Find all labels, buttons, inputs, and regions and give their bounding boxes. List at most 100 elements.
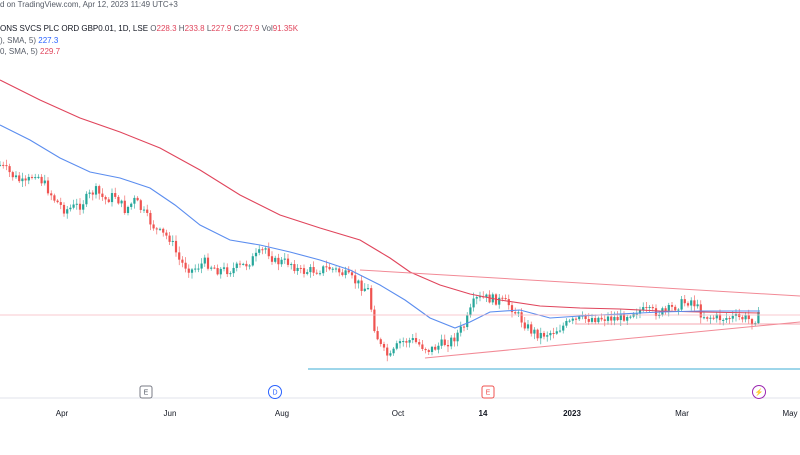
x-tick-label-5: 2023: [563, 409, 581, 418]
event-marker-0[interactable]: E: [139, 385, 153, 399]
candle-body-146: [466, 315, 469, 328]
candle-body-48: [152, 224, 155, 229]
candle-body-30: [94, 186, 98, 195]
candle-body-126: [402, 341, 405, 343]
candle-body-47: [149, 212, 152, 225]
x-tick-label-1: Jun: [164, 409, 177, 418]
sma-fast-label: ), SMA, 5): [0, 36, 37, 45]
candle-body-121: [386, 347, 389, 356]
candle-body-184: [587, 319, 590, 322]
candle-body-197: [629, 316, 632, 318]
candle-body-228: [728, 318, 731, 320]
candle-body-64: [203, 257, 206, 264]
event-marker-2[interactable]: E: [481, 385, 495, 399]
close-value: 227.9: [239, 24, 260, 33]
x-tick-label-6: Mar: [675, 409, 689, 418]
candle-body-109: [347, 270, 350, 273]
candle-body-113: [360, 280, 363, 291]
candle-body-85: [270, 256, 274, 262]
candle-body-208: [664, 308, 667, 311]
candle-body-45: [142, 209, 146, 211]
event-marker-3[interactable]: ⚡: [752, 385, 766, 399]
candle-body-200: [638, 310, 642, 314]
candle-body-226: [722, 319, 725, 321]
candle-body-128: [408, 340, 411, 343]
candle-body-160: [510, 305, 514, 313]
candle-body-72: [229, 273, 232, 275]
candle-body-227: [725, 318, 728, 320]
candle-body-120: [382, 344, 386, 348]
candle-body-106: [338, 268, 341, 273]
candle-body-89: [283, 258, 286, 260]
candle-body-25: [78, 203, 82, 210]
candle-body-68: [216, 268, 219, 275]
indicator-row-1: ), SMA, 5) 227.3: [0, 36, 58, 45]
candle-body-69: [219, 268, 222, 275]
candle-body-23: [72, 204, 75, 208]
event-marker-label-3: ⚡: [755, 388, 764, 397]
candle-body-229: [731, 315, 734, 319]
candle-body-40: [126, 206, 130, 214]
close-label: C: [233, 24, 240, 33]
event-marker-shape-1: [268, 385, 282, 399]
candle-body-231: [738, 313, 741, 318]
candle-body-119: [379, 339, 382, 345]
open-label: O: [150, 24, 157, 33]
candle-body-54: [171, 240, 174, 242]
candle-body-217: [693, 300, 696, 307]
ohlc-row: d on TradingView.com, Apr 12, 2023 11:49…: [0, 1, 178, 10]
candle-body-16: [50, 193, 53, 196]
support-trendline: [424, 321, 800, 359]
candle-body-15: [46, 180, 50, 194]
candle-body-123: [392, 348, 395, 354]
candle-body-135: [430, 346, 434, 352]
candle-body-84: [267, 248, 270, 257]
candle-body-3: [8, 166, 11, 173]
candle-body-70: [222, 267, 226, 269]
candle-body-187: [597, 317, 600, 323]
candle-body-43: [136, 197, 139, 201]
candle-body-107: [341, 272, 344, 276]
candle-body-141: [450, 337, 453, 347]
candle-body-137: [437, 345, 440, 350]
candle-body-199: [635, 313, 638, 315]
candle-body-165: [526, 324, 530, 329]
candle-body-83: [264, 248, 267, 250]
candle-body-122: [389, 353, 392, 356]
candle-body-81: [258, 249, 261, 253]
candle-body-143: [456, 332, 459, 342]
header-line-1: d on TradingView.com, Apr 12, 2023 11:49…: [0, 0, 178, 9]
candle-body-98: [312, 267, 315, 273]
candle-body-10: [30, 176, 34, 178]
candle-body-50: [158, 228, 162, 230]
candle-body-28: [88, 192, 91, 194]
candle-body-7: [21, 178, 24, 182]
candle-body-29: [91, 192, 94, 195]
event-marker-1[interactable]: D: [268, 385, 282, 399]
candle-body-65: [206, 257, 210, 269]
candle-body-189: [603, 319, 606, 321]
candle-body-201: [642, 307, 645, 311]
candle-body-31: [98, 186, 101, 194]
sma-fast-value: 227.3: [38, 36, 59, 45]
candle-body-193: [616, 316, 619, 321]
candle-body-60: [190, 269, 194, 273]
candle-body-218: [696, 304, 699, 307]
candle-body-157: [501, 297, 504, 299]
candle-body-111: [354, 275, 357, 284]
candle-body-162: [517, 312, 520, 314]
candle-body-173: [552, 333, 555, 335]
candle-body-39: [123, 200, 126, 214]
x-tick-label-7: May: [782, 409, 797, 418]
candle-body-220: [702, 317, 706, 319]
candle-body-11: [34, 177, 37, 179]
candle-body-55: [174, 240, 178, 253]
event-marker-label-0: E: [144, 390, 149, 397]
candle-body-27: [85, 193, 88, 205]
candle-body-172: [549, 333, 552, 336]
candle-body-5: [14, 175, 18, 178]
candle-body-235: [750, 319, 754, 325]
candle-body-63: [200, 263, 203, 269]
event-markers: E D E ⚡: [139, 385, 766, 399]
